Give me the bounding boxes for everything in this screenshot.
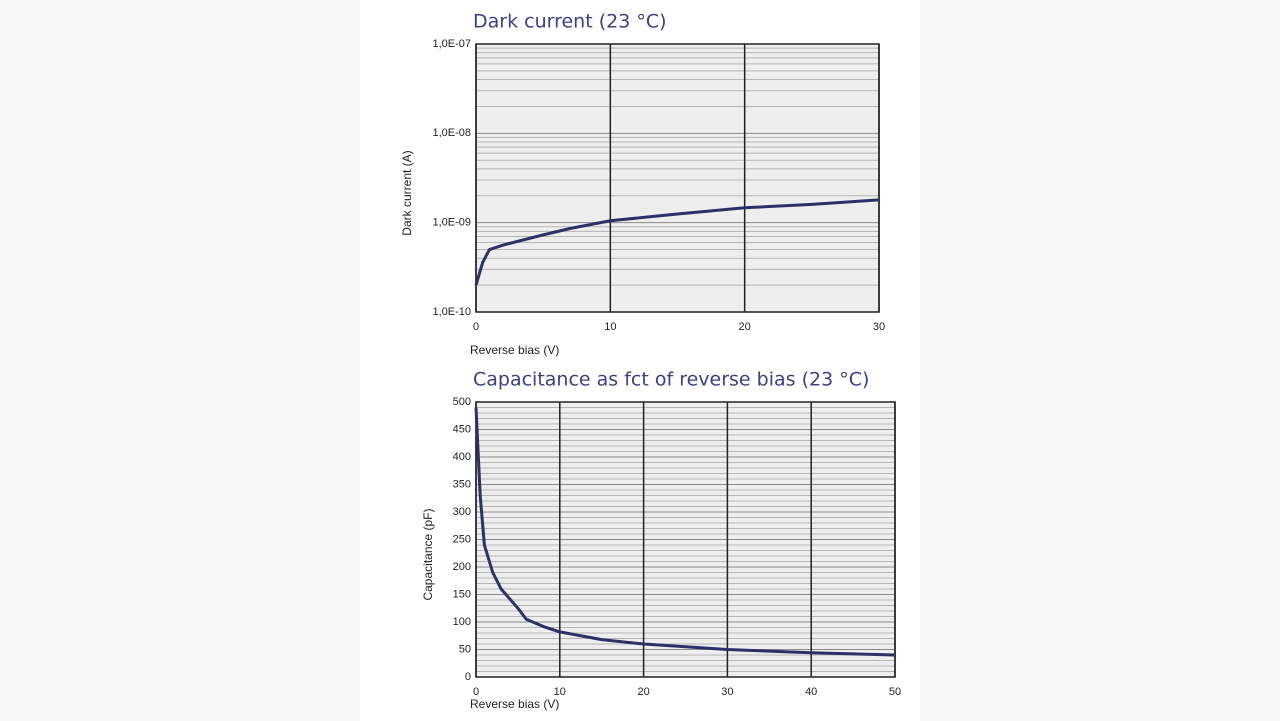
x-tick-label: 10 — [554, 686, 566, 698]
x-axis-label: Reverse bias (V) — [470, 343, 559, 357]
x-tick-label: 10 — [604, 321, 616, 333]
y-tick-label: 50 — [459, 643, 471, 655]
y-tick-label: 500 — [453, 396, 471, 408]
x-tick-label: 30 — [721, 686, 733, 698]
y-tick-label: 300 — [453, 506, 471, 518]
y-tick-label: 1,0E-07 — [432, 38, 471, 50]
y-tick-label: 0 — [465, 671, 471, 683]
y-tick-label: 1,0E-10 — [432, 306, 471, 318]
y-axis-label: Dark current (A) — [400, 150, 414, 235]
x-tick-label: 0 — [473, 321, 479, 333]
y-tick-label: 400 — [453, 451, 471, 463]
y-tick-label: 100 — [453, 616, 471, 628]
x-tick-label: 20 — [739, 321, 751, 333]
y-axis-label: Capacitance (pF) — [421, 508, 435, 600]
y-tick-label: 1,0E-08 — [432, 127, 471, 139]
x-tick-label: 50 — [889, 686, 901, 698]
y-tick-label: 1,0E-09 — [432, 217, 471, 229]
plot-area — [476, 44, 879, 312]
x-tick-label: 20 — [637, 686, 649, 698]
data-line — [474, 407, 896, 657]
chart-title: Dark current (23 °C) — [473, 11, 667, 33]
y-tick-label: 200 — [453, 561, 471, 573]
data-line — [474, 198, 880, 286]
x-tick-label: 40 — [805, 686, 817, 698]
x-axis-label: Reverse bias (V) — [470, 697, 559, 711]
y-tick-label: 450 — [453, 423, 471, 435]
y-tick-label: 250 — [453, 533, 471, 545]
y-tick-label: 150 — [453, 588, 471, 600]
plot-frame — [475, 401, 896, 678]
y-tick-label: 350 — [453, 478, 471, 490]
x-tick-label: 30 — [873, 321, 885, 333]
chart-title: Capacitance as fct of reverse bias (23 °… — [473, 369, 869, 391]
plot-frame — [475, 43, 880, 313]
x-tick-label: 0 — [473, 686, 479, 698]
